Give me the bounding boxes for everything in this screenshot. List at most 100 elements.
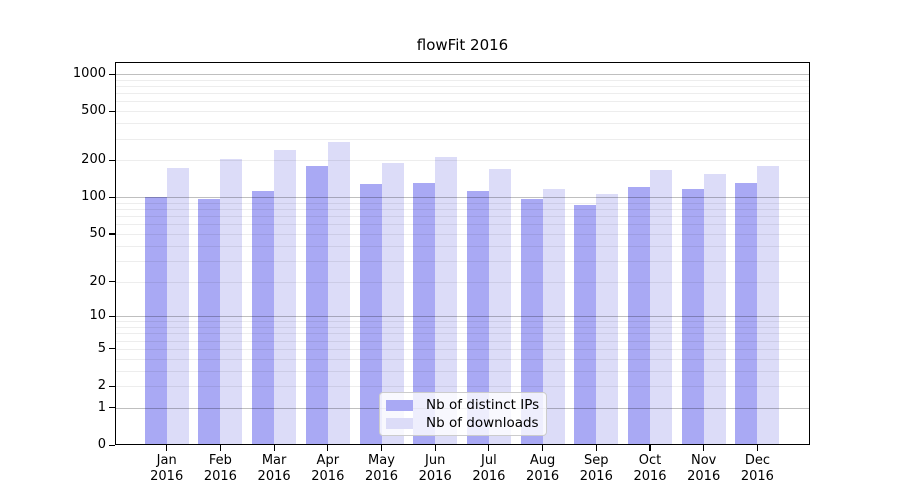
legend-item-downloads: Nb of downloads — [386, 415, 540, 431]
y-tick-mark-2 — [109, 385, 115, 387]
minor-gridline-7 — [115, 333, 810, 335]
y-tick-label-200: 200 — [81, 152, 106, 168]
bar-distinct-ips-mar — [252, 190, 275, 445]
minor-gridline-500 — [115, 111, 810, 113]
bar-downloads-jul — [488, 169, 511, 445]
x-tick-label-apr: Apr 2016 — [311, 453, 345, 484]
minor-gridline-80 — [115, 209, 810, 211]
y-tick-label-1000: 1000 — [72, 66, 106, 81]
x-tick-mark-jun — [434, 445, 436, 451]
minor-gridline-700 — [115, 93, 810, 95]
x-tick-mark-mar — [273, 445, 275, 451]
y-tick-mark-5 — [109, 348, 115, 350]
y-tick-label-500: 500 — [81, 103, 106, 119]
x-tick-mark-oct — [649, 445, 651, 451]
y-tick-mark-20 — [109, 281, 115, 283]
x-tick-label-oct: Oct 2016 — [633, 453, 667, 484]
y-tick-mark-100 — [109, 196, 115, 198]
y-tick-mark-50 — [109, 233, 115, 235]
minor-gridline-40 — [115, 245, 810, 247]
major-gridline-100 — [115, 197, 810, 199]
bar-downloads-sep — [596, 194, 619, 445]
minor-gridline-400 — [115, 123, 810, 125]
x-tick-label-nov: Nov 2016 — [687, 453, 721, 484]
x-tick-label-dec: Dec 2016 — [740, 453, 774, 484]
y-tick-mark-1 — [109, 407, 115, 409]
bar-distinct-ips-sep — [574, 205, 597, 445]
bar-downloads-jan — [166, 168, 189, 445]
x-tick-label-feb: Feb 2016 — [203, 453, 237, 484]
legend: Nb of distinct IPs Nb of downloads — [379, 392, 547, 436]
x-tick-mark-may — [380, 445, 383, 451]
legend-item-distinct-ips: Nb of distinct IPs — [386, 397, 540, 413]
bar-distinct-ips-jun — [413, 182, 436, 445]
minor-gridline-3 — [115, 370, 810, 372]
legend-swatch-downloads — [386, 417, 413, 429]
y-tick-mark-500 — [109, 110, 115, 112]
x-tick-mark-feb — [219, 445, 221, 451]
y-tick-mark-1000 — [109, 73, 115, 75]
minor-gridline-5 — [115, 348, 810, 350]
major-gridline-1000 — [115, 74, 810, 75]
bar-distinct-ips-feb — [198, 198, 221, 445]
y-tick-label-1: 1 — [97, 399, 106, 415]
minor-gridline-200 — [115, 160, 810, 162]
legend-swatch-distinct-ips — [386, 399, 413, 411]
bar-distinct-ips-nov — [681, 189, 704, 445]
minor-gridline-50 — [115, 233, 810, 235]
legend-label-downloads: Nb of downloads — [426, 415, 539, 431]
y-tick-label-2: 2 — [97, 378, 106, 393]
minor-gridline-300 — [115, 138, 810, 140]
y-tick-mark-200 — [109, 159, 115, 161]
chart-title: flowFit 2016 — [416, 36, 509, 54]
x-tick-label-jan: Jan 2016 — [150, 453, 184, 484]
major-gridline-10 — [115, 316, 810, 318]
bar-distinct-ips-apr — [305, 166, 328, 445]
minor-gridline-4 — [115, 358, 810, 360]
y-tick-label-10: 10 — [89, 308, 106, 324]
minor-gridline-600 — [115, 101, 810, 103]
y-tick-label-5: 5 — [97, 340, 106, 356]
minor-gridline-70 — [115, 216, 810, 218]
x-tick-label-jun: Jun 2016 — [418, 453, 452, 484]
bar-distinct-ips-jan — [144, 197, 167, 445]
bar-downloads-feb — [220, 158, 243, 445]
bar-distinct-ips-dec — [735, 183, 758, 445]
bar-downloads-nov — [703, 174, 726, 445]
x-tick-label-sep: Sep 2016 — [579, 453, 613, 484]
minor-gridline-60 — [115, 224, 810, 226]
y-tick-label-20: 20 — [89, 273, 106, 289]
legend-label-distinct-ips: Nb of distinct IPs — [426, 397, 540, 413]
y-tick-mark-0 — [109, 444, 115, 446]
minor-gridline-800 — [115, 85, 810, 87]
bar-downloads-aug — [542, 189, 565, 445]
x-tick-label-jul: Jul 2016 — [472, 453, 506, 484]
x-tick-mark-dec — [756, 445, 758, 451]
bar-distinct-ips-jul — [466, 191, 489, 445]
x-tick-mark-jan — [166, 445, 168, 451]
bar-downloads-dec — [757, 165, 780, 445]
y-tick-label-0: 0 — [97, 437, 106, 452]
x-tick-mark-apr — [327, 445, 329, 451]
bar-downloads-mar — [274, 150, 297, 445]
x-tick-mark-aug — [542, 445, 544, 451]
minor-gridline-90 — [115, 202, 810, 204]
bar-distinct-ips-aug — [520, 199, 543, 445]
y-tick-label-100: 100 — [81, 189, 106, 205]
y-tick-label-50: 50 — [89, 225, 106, 241]
y-tick-mark-10 — [109, 315, 115, 317]
bar-downloads-may — [381, 163, 404, 445]
bar-downloads-oct — [650, 170, 672, 445]
bar-distinct-ips-oct — [628, 187, 650, 445]
minor-gridline-6 — [115, 340, 810, 342]
bar-distinct-ips-may — [359, 183, 382, 445]
minor-gridline-2 — [115, 386, 810, 387]
bar-downloads-jun — [435, 156, 458, 445]
x-tick-label-may: May 2016 — [364, 453, 399, 484]
minor-gridline-8 — [115, 327, 810, 328]
minor-gridline-20 — [115, 281, 810, 283]
bar-downloads-apr — [327, 141, 350, 445]
x-tick-mark-nov — [703, 445, 705, 451]
minor-gridline-900 — [115, 79, 810, 81]
